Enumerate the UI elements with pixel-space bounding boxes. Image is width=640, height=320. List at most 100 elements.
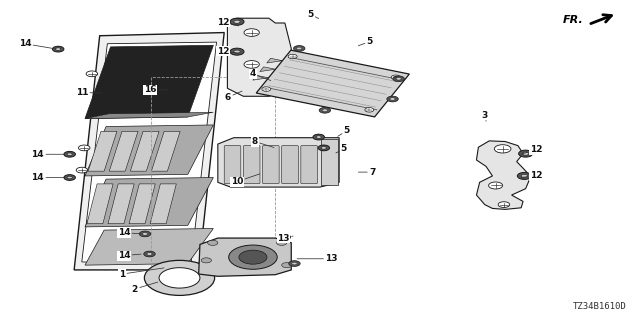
Circle shape — [316, 136, 321, 138]
Circle shape — [282, 236, 287, 238]
Circle shape — [391, 75, 400, 79]
Polygon shape — [227, 18, 291, 96]
Circle shape — [207, 240, 218, 245]
Circle shape — [321, 147, 326, 149]
Polygon shape — [267, 58, 282, 63]
Circle shape — [79, 145, 90, 151]
Polygon shape — [109, 131, 138, 171]
Polygon shape — [87, 184, 113, 224]
Polygon shape — [85, 178, 213, 227]
Circle shape — [521, 174, 527, 178]
Text: 14: 14 — [118, 251, 141, 260]
Polygon shape — [150, 184, 176, 224]
Polygon shape — [108, 184, 134, 224]
Text: 4: 4 — [250, 69, 271, 81]
Circle shape — [292, 262, 297, 265]
Circle shape — [228, 245, 277, 269]
Polygon shape — [256, 50, 410, 117]
Circle shape — [76, 167, 88, 173]
Circle shape — [143, 233, 148, 235]
Text: 14: 14 — [118, 228, 141, 237]
Circle shape — [313, 134, 324, 140]
Circle shape — [230, 18, 244, 25]
Polygon shape — [476, 141, 531, 209]
FancyBboxPatch shape — [262, 146, 279, 184]
Circle shape — [145, 260, 214, 295]
Circle shape — [52, 46, 64, 52]
Circle shape — [518, 150, 532, 157]
Circle shape — [244, 60, 259, 68]
Polygon shape — [85, 228, 213, 265]
Circle shape — [64, 175, 76, 180]
Text: 5: 5 — [338, 126, 350, 136]
Circle shape — [201, 258, 211, 263]
Polygon shape — [260, 67, 275, 72]
Circle shape — [279, 234, 291, 240]
Text: 12: 12 — [521, 145, 542, 154]
Polygon shape — [198, 238, 291, 276]
Circle shape — [318, 145, 330, 151]
Circle shape — [488, 182, 502, 189]
Text: 14: 14 — [31, 173, 65, 182]
Circle shape — [64, 151, 76, 157]
Text: 14: 14 — [31, 150, 65, 159]
Circle shape — [282, 263, 292, 268]
Polygon shape — [88, 131, 117, 171]
Circle shape — [234, 20, 240, 23]
Circle shape — [288, 54, 297, 59]
Polygon shape — [74, 33, 224, 270]
Circle shape — [144, 251, 156, 257]
Circle shape — [234, 50, 240, 53]
Polygon shape — [321, 139, 338, 186]
Polygon shape — [85, 112, 213, 119]
Circle shape — [159, 268, 200, 288]
Polygon shape — [253, 76, 269, 80]
Circle shape — [239, 250, 267, 264]
FancyBboxPatch shape — [224, 146, 241, 184]
Text: 1: 1 — [119, 268, 164, 279]
FancyBboxPatch shape — [301, 146, 317, 184]
Text: 12: 12 — [217, 18, 239, 27]
Circle shape — [230, 48, 244, 55]
Circle shape — [289, 261, 300, 267]
Circle shape — [294, 45, 305, 51]
Text: 11: 11 — [76, 88, 102, 97]
FancyBboxPatch shape — [243, 146, 260, 184]
Text: 6: 6 — [225, 91, 242, 102]
Polygon shape — [218, 138, 339, 187]
Circle shape — [494, 145, 511, 153]
Polygon shape — [82, 42, 216, 264]
Text: 13: 13 — [297, 254, 338, 263]
Circle shape — [67, 176, 72, 179]
Circle shape — [262, 87, 271, 91]
Text: 16: 16 — [144, 85, 167, 94]
Circle shape — [498, 202, 509, 207]
Circle shape — [244, 29, 259, 36]
Circle shape — [296, 47, 302, 50]
Circle shape — [393, 76, 404, 82]
Text: TZ34B1610D: TZ34B1610D — [573, 302, 627, 311]
Circle shape — [396, 77, 401, 80]
Text: 12: 12 — [217, 46, 239, 56]
Polygon shape — [129, 184, 156, 224]
Text: 10: 10 — [231, 174, 260, 186]
Circle shape — [67, 153, 72, 156]
Text: 3: 3 — [482, 111, 488, 121]
Circle shape — [390, 98, 395, 100]
Text: 5: 5 — [336, 144, 347, 153]
Circle shape — [319, 108, 331, 113]
FancyBboxPatch shape — [282, 146, 298, 184]
Circle shape — [387, 96, 398, 102]
Circle shape — [276, 240, 287, 245]
Text: 8: 8 — [252, 137, 274, 148]
Text: 5: 5 — [307, 10, 319, 19]
Text: 12: 12 — [521, 172, 542, 180]
Text: 7: 7 — [358, 168, 376, 177]
Circle shape — [517, 172, 531, 180]
Polygon shape — [131, 131, 159, 171]
Polygon shape — [85, 45, 213, 119]
Polygon shape — [85, 125, 213, 176]
Circle shape — [86, 71, 98, 77]
Text: 14: 14 — [19, 39, 56, 49]
Circle shape — [365, 108, 374, 112]
